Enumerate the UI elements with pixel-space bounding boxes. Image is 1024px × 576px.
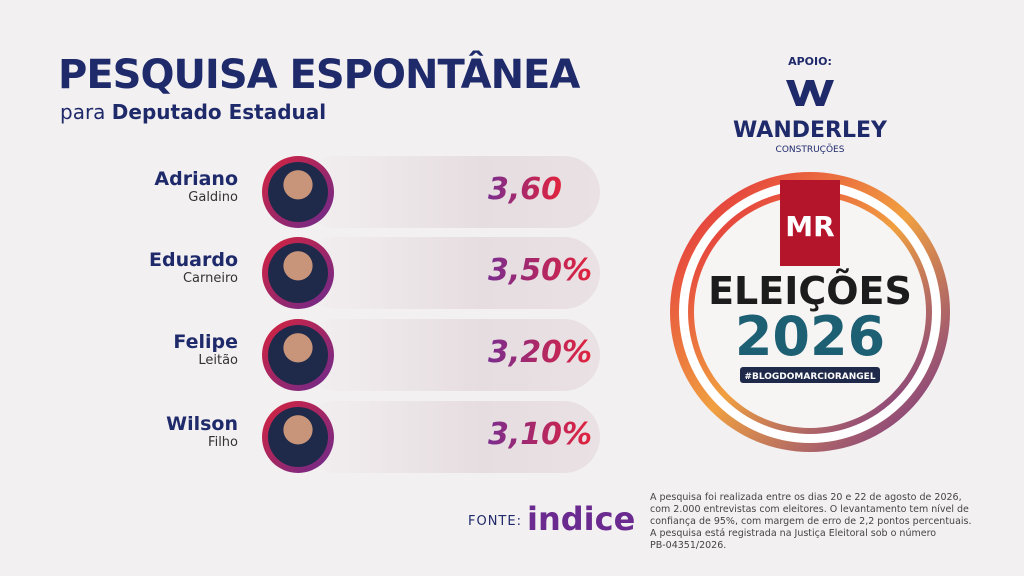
candidate-row: Felipe Leitão 3,20% xyxy=(0,319,620,391)
brand-flag xyxy=(780,180,840,266)
candidate-row: Wilson Filho 3,10% xyxy=(0,401,620,473)
value: 3,20% xyxy=(488,335,593,370)
name: Eduardo Carneiro xyxy=(149,249,238,287)
name: Wilson Filho xyxy=(166,413,238,451)
first-name: Eduardo xyxy=(149,249,238,271)
name: Felipe Leitão xyxy=(173,331,238,369)
hashtag-box xyxy=(740,367,880,383)
sponsor-logo xyxy=(786,80,834,106)
method-note: A pesquisa foi realizada entre os dias 2… xyxy=(650,492,972,552)
note-line: com 2.000 entrevistas com eleitores. O l… xyxy=(650,504,969,515)
photo xyxy=(262,156,334,228)
subtitle-prefix: para xyxy=(60,100,106,124)
badge-hashtag: #BLOGDOMARCIORANGEL xyxy=(744,372,875,382)
sponsor-name: WANDERLEY xyxy=(733,118,888,143)
value: 3,60 xyxy=(488,172,563,207)
pill xyxy=(300,237,600,309)
note-line: A pesquisa está registrada na Justiça El… xyxy=(650,528,937,539)
value: 3,50% xyxy=(488,253,593,288)
candidate-row: Eduardo Carneiro 3,50% xyxy=(0,237,620,309)
branding: APOIO: WANDERLEY CONSTRUÇÕES MR ELEIÇÕES… xyxy=(670,55,950,452)
pill xyxy=(300,401,600,473)
last-name: Leitão xyxy=(198,353,238,368)
sponsor-tagline: CONSTRUÇÕES xyxy=(776,143,845,155)
first-name: Felipe xyxy=(173,331,238,353)
subtitle-office: Deputado Estadual xyxy=(111,100,327,124)
badge-line2: 2026 xyxy=(735,305,885,368)
sponsor-label: APOIO: xyxy=(788,55,832,68)
source-name: indice xyxy=(527,500,636,538)
note-line: PB-04351/2026. xyxy=(650,540,727,551)
pill xyxy=(300,319,600,391)
badge-line1: ELEIÇÕES xyxy=(708,269,912,313)
photo xyxy=(262,237,334,309)
photo xyxy=(262,319,334,391)
value: 3,10% xyxy=(488,417,593,452)
badge-brand: MR xyxy=(785,210,834,243)
note-line: confiança de 95%, com margem de erro de … xyxy=(650,516,972,527)
first-name: Adriano xyxy=(154,168,238,190)
last-name: Carneiro xyxy=(182,271,238,286)
source-label: FONTE: xyxy=(468,514,522,529)
candidate-row: Adriano Galdino 3,60 xyxy=(0,156,620,228)
note-line: A pesquisa foi realizada entre os dias 2… xyxy=(650,492,962,503)
title: PESQUISA ESPONTÂNEA xyxy=(58,52,580,98)
photo xyxy=(262,401,334,473)
name: Adriano Galdino xyxy=(154,168,238,206)
last-name: Galdino xyxy=(188,190,238,205)
pill xyxy=(300,156,600,228)
first-name: Wilson xyxy=(166,413,238,435)
last-name: Filho xyxy=(208,435,238,450)
subtitle: para Deputado Estadual xyxy=(60,100,326,124)
